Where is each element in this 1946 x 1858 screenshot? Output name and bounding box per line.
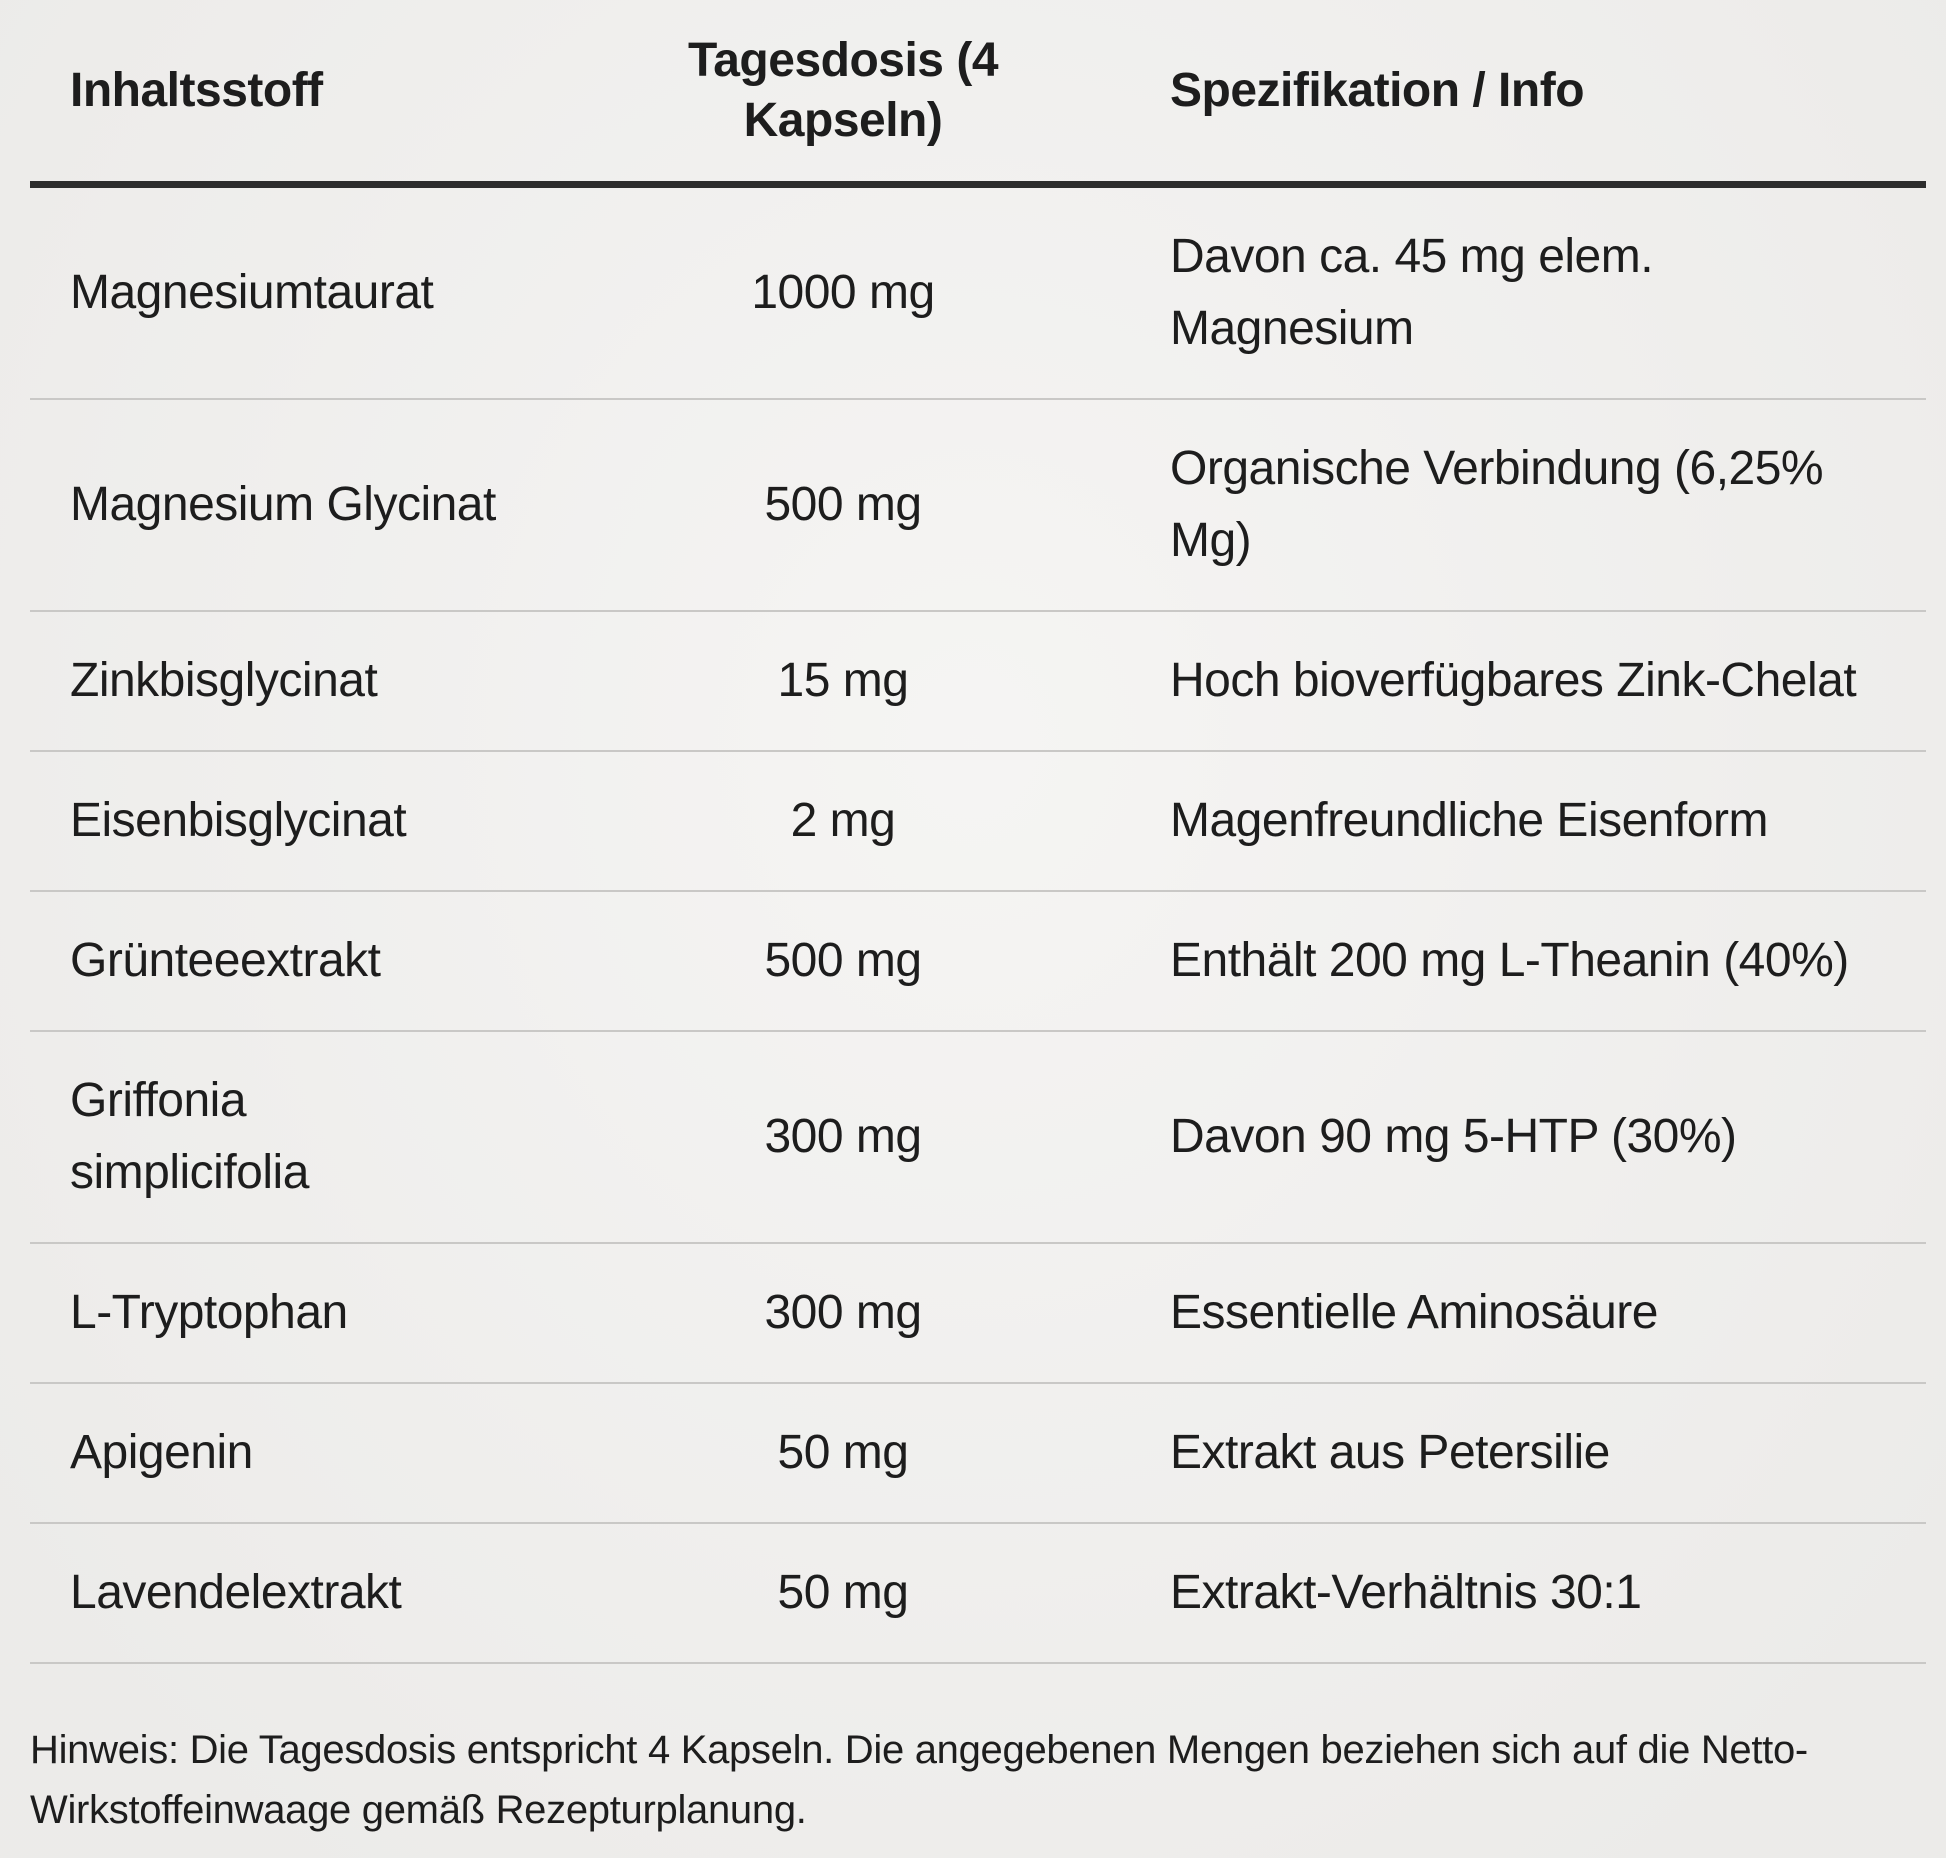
ingredient-name-cell: Magnesiumtaurat: [70, 266, 434, 319]
dose-cell: 300 mg: [764, 1286, 922, 1339]
table-row: Apigenin 50 mg Extrakt aus Petersilie: [30, 1384, 1926, 1524]
table-row: Lavendelextrakt 50 mg Extrakt-Verhältnis…: [30, 1524, 1926, 1664]
footnote: Hinweis: Die Tagesdosis entspricht 4 Kap…: [30, 1728, 1808, 1832]
dose-cell: 50 mg: [777, 1426, 909, 1479]
table-row: Magnesium Glycinat 500 mg Organische Ver…: [30, 400, 1926, 612]
ingredient-name-cell: L-Tryptophan: [70, 1286, 348, 1339]
dose-cell: 500 mg: [764, 934, 922, 987]
ingredients-table: Inhaltsstoff Tagesdosis (4 Kapseln) Spez…: [30, 1, 1926, 1664]
ingredient-name-cell: Griffonia simplicifolia: [70, 1074, 309, 1199]
ingredient-name-cell: Apigenin: [70, 1426, 253, 1479]
info-cell: Organische Verbindung (6,25% Mg): [1170, 442, 1824, 567]
dose-cell: 1000 mg: [751, 266, 935, 319]
dose-cell: 500 mg: [764, 478, 922, 531]
ingredient-name-cell: Magnesium Glycinat: [70, 478, 496, 531]
table-row: Griffonia simplicifolia 300 mg Davon 90 …: [30, 1032, 1926, 1244]
info-cell: Enthält 200 mg L-Theanin (40%): [1170, 934, 1849, 987]
info-cell: Magenfreundliche Eisenform: [1170, 794, 1769, 847]
column-header-dose: Tagesdosis (4 Kapseln): [687, 34, 999, 147]
dose-cell: 2 mg: [790, 794, 896, 847]
dose-cell: 15 mg: [777, 654, 909, 707]
table-row: Zinkbisglycinat 15 mg Hoch bioverfügbare…: [30, 612, 1926, 752]
info-cell: Davon 90 mg 5-HTP (30%): [1170, 1110, 1737, 1163]
info-cell: Essentielle Aminosäure: [1170, 1286, 1658, 1339]
column-header-info: Spezifikation / Info: [1170, 64, 1585, 117]
info-cell: Davon ca. 45 mg elem. Magnesium: [1170, 230, 1654, 355]
table-header-row: Inhaltsstoff Tagesdosis (4 Kapseln) Spez…: [30, 1, 1926, 188]
dose-cell: 300 mg: [764, 1110, 922, 1163]
ingredient-name-cell: Zinkbisglycinat: [70, 654, 378, 707]
column-header-ingredient: Inhaltsstoff: [70, 64, 323, 117]
table-row: Grünteeextrakt 500 mg Enthält 200 mg L-T…: [30, 892, 1926, 1032]
table-body: Magnesiumtaurat 1000 mg Davon ca. 45 mg …: [30, 188, 1926, 1664]
ingredient-name-cell: Grünteeextrakt: [70, 934, 381, 987]
info-cell: Extrakt-Verhältnis 30:1: [1170, 1566, 1642, 1619]
ingredient-name-cell: Eisenbisglycinat: [70, 794, 407, 847]
info-cell: Extrakt aus Petersilie: [1170, 1426, 1610, 1479]
info-cell: Hoch bioverfügbares Zink-Chelat: [1170, 654, 1857, 707]
ingredient-name-cell: Lavendelextrakt: [70, 1566, 402, 1619]
table-row: Magnesiumtaurat 1000 mg Davon ca. 45 mg …: [30, 188, 1926, 400]
table-row: Eisenbisglycinat 2 mg Magenfreundliche E…: [30, 752, 1926, 892]
dose-cell: 50 mg: [777, 1566, 909, 1619]
table-row: L-Tryptophan 300 mg Essentielle Aminosäu…: [30, 1244, 1926, 1384]
